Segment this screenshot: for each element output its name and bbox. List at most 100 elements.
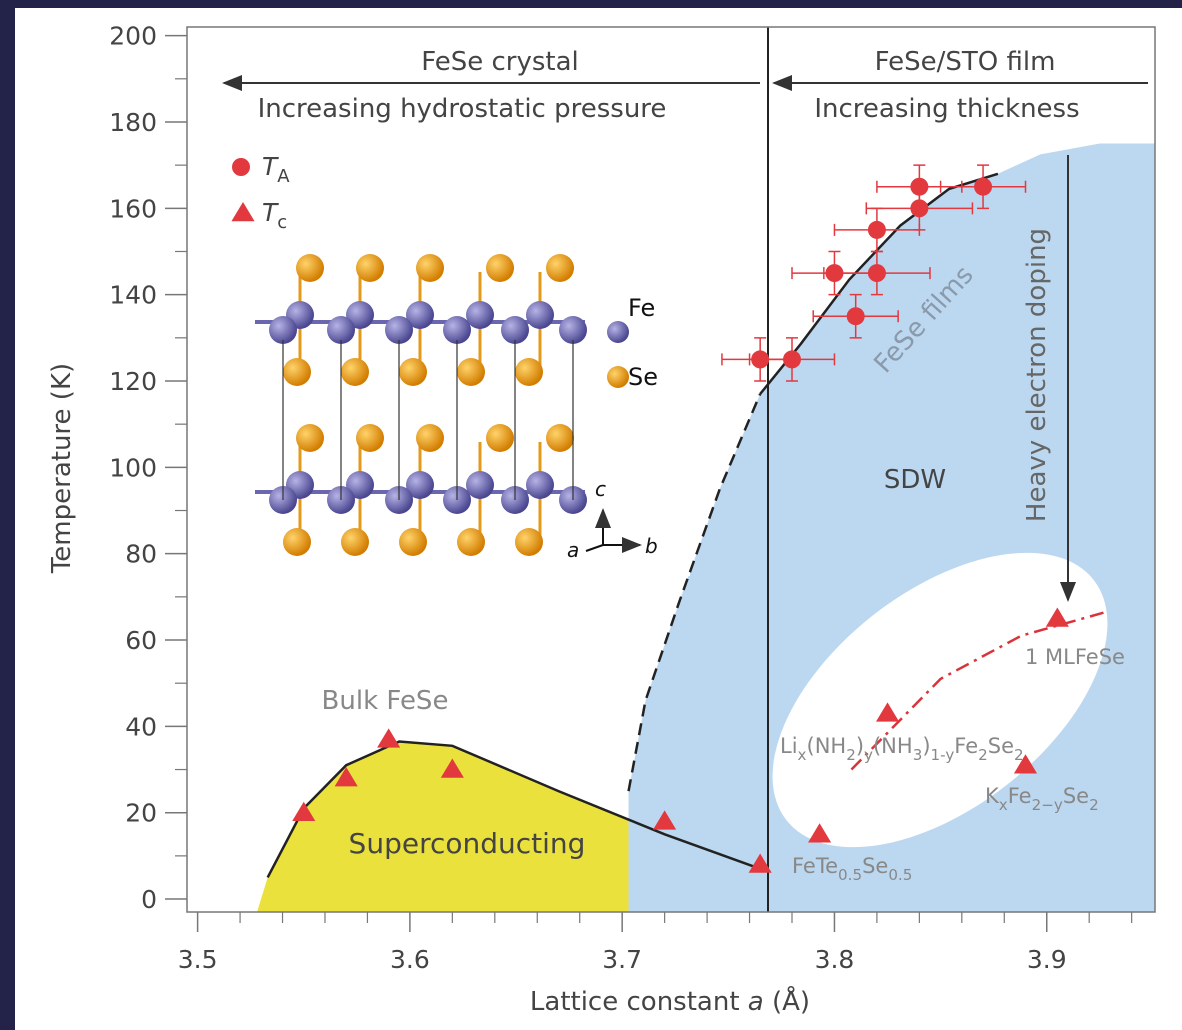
y-tick-label: 200 [109,22,157,51]
text-part: 0.5 [888,866,912,884]
fe-atom [385,316,413,344]
annotation: Heavy electron doping [1022,228,1052,522]
text-part: 2 [846,746,856,764]
text-part: K [985,784,1000,808]
se-atom [296,424,324,452]
text-part: 0.5 [838,866,862,884]
structure-label: Fe [628,294,655,322]
se-atom [515,358,543,386]
se-atom [356,254,384,282]
point [868,264,886,282]
se-atom [546,424,574,452]
text-part: 2−y [1032,796,1063,814]
fe-atom [443,316,471,344]
annotation: Increasing hydrostatic pressure [258,94,667,124]
fe-atom [466,471,494,499]
text-part: x [999,796,1008,814]
text-part: Se [988,734,1014,758]
text-part: Fe [954,734,978,758]
text-part: FeTe [792,854,838,878]
annotation: FeSe crystal [421,47,579,77]
region-label: Superconducting [349,827,586,860]
text-part: Se [862,854,888,878]
se-atom [341,358,369,386]
chart: FeSe crystal Increasing hydrostatic pres… [0,0,1182,1030]
text-part: 2 [978,746,988,764]
fe-atom [269,316,297,344]
x-tick-label: 3.5 [178,945,218,974]
text-part: 2 [1089,796,1099,814]
se-atom [486,254,514,282]
y-tick-label: 180 [109,108,157,137]
structure-axis: a [567,538,579,562]
se-atom [296,254,324,282]
x-tick-label: 3.9 [1027,945,1067,974]
y-tick-label: 100 [109,453,157,482]
text-part: c [277,212,287,233]
annotation: FeSe/STO film [875,47,1056,77]
se-atom [486,424,514,452]
point [910,178,928,196]
se-atom [399,528,427,556]
fe-atom [526,301,554,329]
se-atom [416,424,444,452]
se-atom [416,254,444,282]
structure-bg [200,238,690,576]
text-part: 2 [1014,746,1024,764]
y-tick-label: 60 [125,626,157,655]
se-atom [457,358,485,386]
se-atom [341,528,369,556]
point [751,350,769,368]
se-atom [356,424,384,452]
structure-axis: c [595,477,606,501]
se-atom [546,254,574,282]
legend-marker [232,158,250,176]
text-part: Fe [1008,784,1032,808]
text-part: A [277,166,290,187]
fe-atom [559,316,587,344]
fe-atom [466,301,494,329]
text-part: (Å) [764,985,810,1017]
fe-atom [327,316,355,344]
y-tick-label: 120 [109,367,157,396]
point [783,350,801,368]
annotation: Bulk FeSe [322,686,449,716]
y-tick-label: 40 [125,712,157,741]
page: FeSe crystal Increasing hydrostatic pres… [0,0,1182,1030]
x-tick-label: 3.8 [815,945,855,974]
region-label: SDW [884,465,946,495]
annotation: Increasing thickness [814,94,1079,124]
fe-swatch [607,321,629,343]
se-atom [283,358,311,386]
text-part: x [798,746,807,764]
fe-atom [526,471,554,499]
y-tick-label: 140 [109,281,157,310]
text-part: 3 [913,746,923,764]
point [847,307,865,325]
text-part: a [748,987,764,1017]
text-part: y [864,746,873,764]
y-tick-label: 80 [125,540,157,569]
se-atom [515,528,543,556]
structure-label: Se [628,363,658,391]
x-tick-label: 3.6 [390,945,430,974]
text-part: Lattice constant [530,987,748,1017]
text-part: Li [780,734,798,758]
point [868,221,886,239]
y-tick-label: 0 [141,885,157,914]
point [825,264,843,282]
x-tick-label: 3.7 [602,945,642,974]
se-atom [399,358,427,386]
text-part: (NH [873,734,913,758]
text-part: 1-y [931,746,955,764]
fe-atom [501,316,529,344]
point [910,199,928,217]
text-part: (NH [807,734,847,758]
y-tick-label: 160 [109,194,157,223]
y-tick-label: 20 [125,799,157,828]
point [974,178,992,196]
y-axis-label: Temperature (K) [47,363,77,574]
text-part: ) [856,734,864,758]
se-atom [457,528,485,556]
se-atom [283,528,311,556]
